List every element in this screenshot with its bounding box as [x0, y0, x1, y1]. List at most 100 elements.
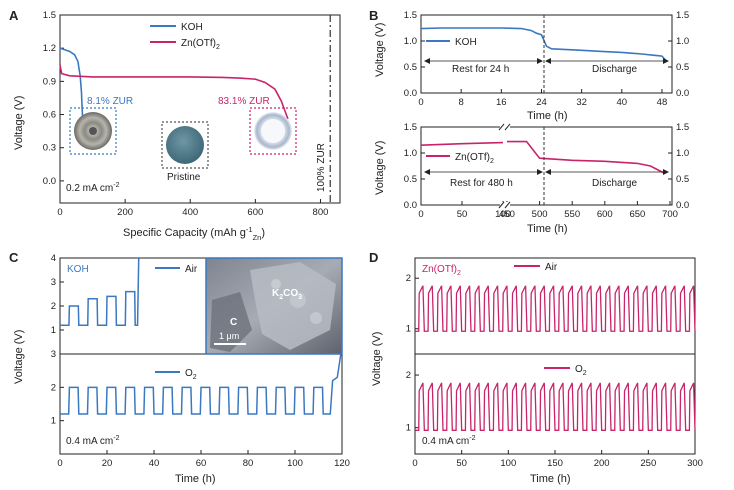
c-xtick-label: 100	[287, 458, 303, 469]
b-bot-xtick-label: 600	[597, 209, 613, 220]
koh-photo-frame	[69, 107, 117, 155]
b-bot-ytick-label: 0.0	[404, 200, 417, 211]
d-top-series	[415, 285, 696, 332]
b-bot-ytick-label: 1.5	[404, 122, 417, 133]
b-top-xtick-label: 0	[418, 97, 423, 108]
panel-b: 0 8 16 24 32 40 48 0.0 0.0 0.5 0.5 1.0 1.0 1.5 1.5 0 50 1…	[374, 10, 689, 235]
b-top-xtick-label: 16	[496, 97, 507, 108]
sem-inset: C K2CO3 1 μm	[205, 257, 343, 355]
b-rest-bot-label: Rest for 480 h	[450, 178, 513, 189]
d-o2-label: O2	[575, 364, 587, 377]
panel-label-a: A	[9, 8, 19, 23]
c-xtick-label: 80	[243, 458, 254, 469]
b-bot-ytick-label-r: 0.5	[676, 174, 689, 185]
a-ytick-label: 0.6	[43, 110, 56, 121]
d-zn-label: Zn(OTf)2	[422, 264, 461, 277]
sem-c-label: C	[230, 317, 237, 328]
c-xtick-label: 40	[149, 458, 160, 469]
c-top-ytick-label: 2	[51, 301, 56, 312]
b-top-ytick-label: 0.5	[404, 62, 417, 73]
b-top-ylabel: Voltage (V)	[374, 23, 386, 77]
d-top-ytick-label: 2	[406, 273, 411, 284]
c-top-ytick-label: 4	[51, 253, 56, 264]
c-top-ytick-label: 1	[51, 325, 56, 336]
b-arrowhead	[545, 169, 551, 175]
panel-b-bottom-frame	[420, 126, 673, 206]
panel-a-ylabel: Voltage (V)	[13, 96, 25, 150]
panel-label-b: B	[369, 8, 378, 23]
b-bot-ytick-label-r: 0.0	[676, 200, 689, 211]
full-zur-label: 100% ZUR	[316, 143, 327, 192]
d-current: 0.4 mA cm-2	[422, 435, 476, 447]
b-top-xtick-label: 32	[576, 97, 587, 108]
d-current-bg	[420, 432, 498, 448]
b-discharge-top-label: Discharge	[592, 64, 637, 75]
koh-anode-center	[89, 127, 97, 135]
b-bot-xlabel: Time (h)	[527, 223, 568, 235]
panel-c: 1 2 3 4 1 2 3 0 20 40 60 80 100 120 KOH Air O2 C K2CO…	[13, 253, 350, 485]
c-top-ytick-label: 3	[51, 277, 56, 288]
zn-photo-frame	[249, 107, 297, 155]
d-bot-ytick-label: 1	[406, 423, 411, 434]
c-xtick-label: 0	[57, 458, 62, 469]
d-xtick-label: 50	[456, 458, 467, 469]
b-bot-ylabel: Voltage (V)	[374, 141, 386, 195]
c-top-series	[60, 257, 140, 326]
c-koh-label: KOH	[67, 264, 89, 275]
c-o2-label: O2	[185, 368, 197, 381]
d-bot-series	[415, 382, 696, 431]
d-xtick-label: 0	[412, 458, 417, 469]
legend-koh-label: KOH	[181, 22, 203, 33]
pristine-label: Pristine	[167, 172, 201, 183]
b-bot-xtick-label: 100	[495, 209, 511, 220]
b-top-ytick-label: 1.5	[404, 10, 417, 21]
d-xlabel: Time (h)	[530, 473, 571, 485]
b-top-xtick-label: 8	[459, 97, 464, 108]
panel-c-ticks: 1 2 3 4 1 2 3 0 20 40 60 80 100 120	[51, 253, 350, 469]
c-air-label: Air	[185, 264, 198, 275]
b-bot-ytick-label: 1.0	[404, 148, 417, 159]
b-bot-series-seg2	[507, 140, 664, 174]
a-ytick-label: 0.0	[43, 176, 56, 187]
a-series-1	[59, 64, 289, 120]
panel-a-ticks: 0 200 400 600 800 0.0 0.3 0.6 0.9 1.2 1.5	[43, 10, 329, 218]
b-bot-ytick-label-r: 1.0	[676, 148, 689, 159]
b-top-xtick-label: 48	[657, 97, 668, 108]
panel-a-series	[59, 47, 289, 121]
pristine-photo-frame	[161, 121, 209, 169]
panel-b-series	[420, 27, 668, 174]
panel-b-top-frame	[420, 14, 673, 94]
c-xtick-label: 120	[334, 458, 350, 469]
d-top-ytick-label: 1	[406, 324, 411, 335]
b-top-series	[420, 27, 668, 63]
c-bot-ytick-label: 1	[51, 416, 56, 427]
b-top-xtick-label: 40	[617, 97, 628, 108]
b-rest-top-label: Rest for 24 h	[452, 64, 509, 75]
b-top-xlabel: Time (h)	[527, 110, 568, 122]
d-xtick-label: 300	[687, 458, 703, 469]
b-arrowhead	[545, 58, 551, 64]
b-koh-label: KOH	[455, 37, 477, 48]
d-xtick-label: 250	[640, 458, 656, 469]
b-top-ytick-label: 0.0	[404, 88, 417, 99]
b-arrowhead	[663, 58, 669, 64]
pristine-anode-photo	[166, 126, 204, 164]
c-xlabel: Time (h)	[175, 473, 216, 485]
a-xtick-label: 0	[57, 207, 62, 218]
b-arrowhead	[424, 169, 430, 175]
b-bot-xtick-label: 650	[629, 209, 645, 220]
c-bot-ytick-label: 2	[51, 382, 56, 393]
sem-scale-label: 1 μm	[219, 331, 239, 341]
c-ylabel: Voltage (V)	[13, 330, 25, 384]
c-current: 0.4 mA cm-2	[66, 435, 120, 447]
d-o2-bg	[540, 361, 602, 375]
b-top-ytick-label: 1.0	[404, 36, 417, 47]
d-xtick-label: 200	[594, 458, 610, 469]
a-ytick-label: 1.2	[43, 43, 56, 54]
b-axis-break	[498, 123, 511, 209]
b-bot-ytick-label-r: 1.5	[676, 122, 689, 133]
a-series-0	[59, 47, 84, 121]
zur-koh-label: 8.1% ZUR	[87, 96, 133, 107]
c-xtick-label: 20	[102, 458, 113, 469]
zur-zn-label: 83.1% ZUR	[218, 96, 270, 107]
